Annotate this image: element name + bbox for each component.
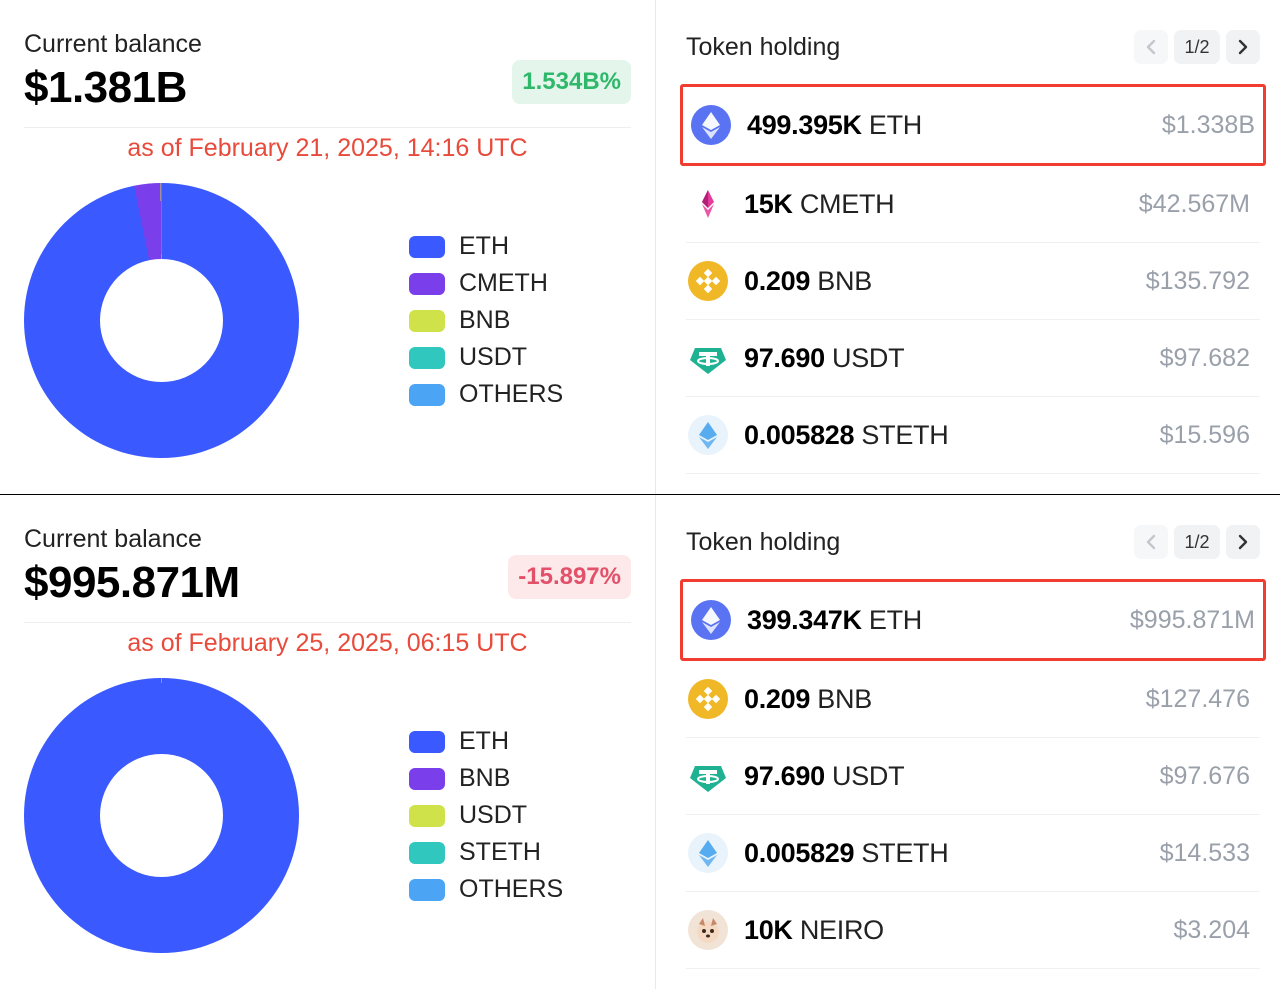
chart-legend: ETH BNB USDT STETH OTHERS bbox=[409, 719, 563, 912]
token-value: $135.792 bbox=[1146, 267, 1250, 296]
balance-value: $995.871M bbox=[24, 558, 240, 608]
token-value: $3.204 bbox=[1174, 916, 1250, 945]
token-amount: 0.005829 STETH bbox=[744, 838, 948, 869]
legend-swatch bbox=[409, 768, 445, 790]
balance-panel: Current balance $1.381B 1.534B% as of Fe… bbox=[0, 0, 1280, 495]
pager: 1/2 bbox=[1134, 525, 1260, 559]
balance-label: Current balance bbox=[24, 525, 240, 554]
legend-label: BNB bbox=[459, 764, 510, 793]
divider bbox=[24, 127, 631, 128]
token-row[interactable]: 15K CMETH $42.567M bbox=[686, 166, 1260, 243]
token-holding-title: Token holding bbox=[686, 528, 840, 557]
legend-label: ETH bbox=[459, 727, 509, 756]
chart-legend: ETH CMETH BNB USDT OTHERS bbox=[409, 224, 563, 417]
cmeth-icon bbox=[688, 184, 728, 224]
legend-swatch bbox=[409, 842, 445, 864]
token-row[interactable]: 10K NEIRO $3.204 bbox=[686, 892, 1260, 969]
pager-label: 1/2 bbox=[1174, 525, 1220, 559]
token-row[interactable]: 0.209 BNB $135.792 bbox=[686, 243, 1260, 320]
token-value: $127.476 bbox=[1146, 685, 1250, 714]
token-amount: 499.395K ETH bbox=[747, 110, 922, 141]
usdt-icon bbox=[688, 338, 728, 378]
steth-icon bbox=[688, 415, 728, 455]
legend-item: USDT bbox=[409, 343, 563, 372]
token-value: $1.338B bbox=[1162, 111, 1255, 140]
token-value: $97.676 bbox=[1160, 762, 1250, 791]
legend-label: OTHERS bbox=[459, 875, 563, 904]
token-row[interactable]: 499.395K ETH $1.338B bbox=[680, 84, 1266, 166]
legend-swatch bbox=[409, 347, 445, 369]
legend-item: CMETH bbox=[409, 269, 563, 298]
token-value: $15.596 bbox=[1160, 421, 1250, 450]
token-amount: 0.209 BNB bbox=[744, 266, 872, 297]
eth-icon bbox=[691, 105, 731, 145]
legend-item: OTHERS bbox=[409, 875, 563, 904]
balance-panel: Current balance $995.871M -15.897% as of… bbox=[0, 495, 1280, 989]
legend-item: ETH bbox=[409, 232, 563, 261]
token-amount: 10K NEIRO bbox=[744, 915, 884, 946]
token-amount: 0.209 BNB bbox=[744, 684, 872, 715]
as-of-timestamp: as of February 25, 2025, 06:15 UTC bbox=[24, 629, 631, 658]
bnb-icon bbox=[688, 679, 728, 719]
token-amount: 97.690 USDT bbox=[744, 761, 904, 792]
donut-chart bbox=[24, 678, 299, 953]
legend-swatch bbox=[409, 731, 445, 753]
legend-item: BNB bbox=[409, 306, 563, 335]
token-amount: 399.347K ETH bbox=[747, 605, 922, 636]
bnb-icon bbox=[688, 261, 728, 301]
token-row[interactable]: 97.690 USDT $97.682 bbox=[686, 320, 1260, 397]
donut-chart bbox=[24, 183, 299, 458]
donut-hole bbox=[100, 754, 224, 878]
token-row[interactable]: 97.690 USDT $97.676 bbox=[686, 738, 1260, 815]
pager-label: 1/2 bbox=[1174, 30, 1220, 64]
token-row[interactable]: 399.347K ETH $995.871M bbox=[680, 579, 1266, 661]
token-amount: 0.005828 STETH bbox=[744, 420, 948, 451]
neiro-icon bbox=[688, 910, 728, 950]
eth-icon bbox=[691, 600, 731, 640]
legend-item: OTHERS bbox=[409, 380, 563, 409]
token-amount: 97.690 USDT bbox=[744, 343, 904, 374]
legend-swatch bbox=[409, 805, 445, 827]
legend-item: USDT bbox=[409, 801, 563, 830]
balance-label: Current balance bbox=[24, 30, 202, 59]
steth-icon bbox=[688, 833, 728, 873]
divider bbox=[24, 622, 631, 623]
legend-label: OTHERS bbox=[459, 380, 563, 409]
legend-label: CMETH bbox=[459, 269, 548, 298]
token-value: $995.871M bbox=[1130, 606, 1255, 635]
legend-item: BNB bbox=[409, 764, 563, 793]
legend-swatch bbox=[409, 236, 445, 258]
legend-swatch bbox=[409, 879, 445, 901]
usdt-icon bbox=[688, 756, 728, 796]
pager: 1/2 bbox=[1134, 30, 1260, 64]
legend-swatch bbox=[409, 310, 445, 332]
pager-next-button[interactable] bbox=[1226, 30, 1260, 64]
legend-label: BNB bbox=[459, 306, 510, 335]
pager-next-button[interactable] bbox=[1226, 525, 1260, 559]
legend-swatch bbox=[409, 384, 445, 406]
token-row[interactable]: 0.209 BNB $127.476 bbox=[686, 661, 1260, 738]
donut-hole bbox=[100, 259, 224, 383]
legend-item: ETH bbox=[409, 727, 563, 756]
token-value: $42.567M bbox=[1139, 190, 1250, 219]
change-badge: -15.897% bbox=[508, 555, 631, 599]
token-value: $14.533 bbox=[1160, 839, 1250, 868]
pager-prev-button bbox=[1134, 525, 1168, 559]
change-badge: 1.534B% bbox=[512, 60, 631, 104]
token-amount: 15K CMETH bbox=[744, 189, 894, 220]
legend-item: STETH bbox=[409, 838, 563, 867]
legend-label: USDT bbox=[459, 343, 527, 372]
legend-label: STETH bbox=[459, 838, 541, 867]
token-holding-title: Token holding bbox=[686, 33, 840, 62]
balance-value: $1.381B bbox=[24, 63, 202, 113]
legend-label: USDT bbox=[459, 801, 527, 830]
as-of-timestamp: as of February 21, 2025, 14:16 UTC bbox=[24, 134, 631, 163]
legend-label: ETH bbox=[459, 232, 509, 261]
token-value: $97.682 bbox=[1160, 344, 1250, 373]
token-row[interactable]: 0.005829 STETH $14.533 bbox=[686, 815, 1260, 892]
token-row[interactable]: 0.005828 STETH $15.596 bbox=[686, 397, 1260, 474]
legend-swatch bbox=[409, 273, 445, 295]
pager-prev-button bbox=[1134, 30, 1168, 64]
